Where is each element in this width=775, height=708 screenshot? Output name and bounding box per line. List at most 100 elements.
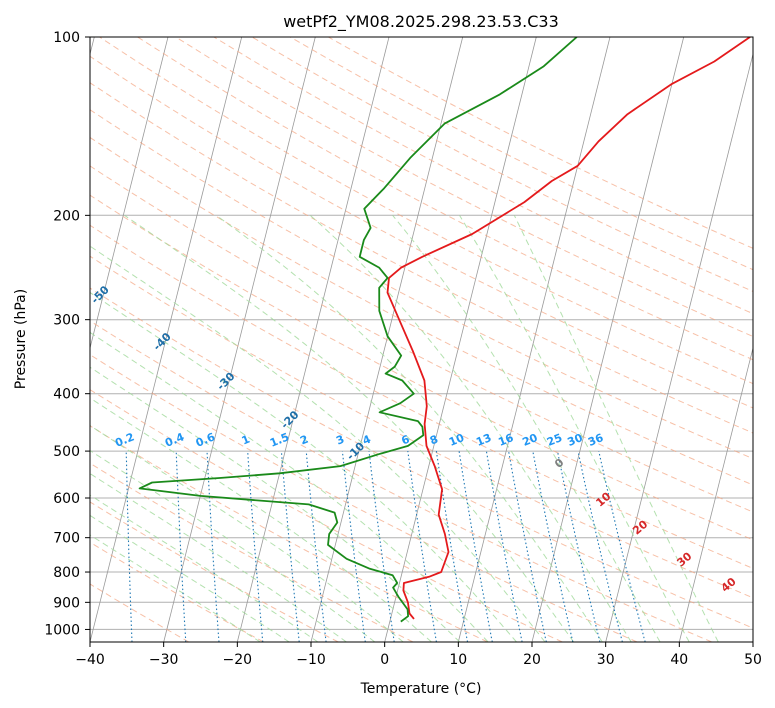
isotherm-line	[384, 37, 537, 642]
mixing-ratio-line	[598, 450, 646, 642]
y-tick-label: 1000	[44, 622, 80, 638]
y-axis: 100 200 300 400 500 600 700 800 900 1000	[44, 30, 90, 638]
dry-adiabat-line	[90, 462, 414, 642]
mixing-ratio-label: 8	[428, 433, 440, 448]
dry-adiabat-line	[137, 37, 753, 361]
background-lines	[90, 37, 753, 642]
moist-adiabat-line	[309, 214, 632, 642]
y-tick-label: 800	[53, 565, 80, 581]
dry-adiabat-line	[213, 37, 753, 315]
temperature-profile-line	[386, 37, 751, 620]
mixing-ratio-label: 30	[566, 431, 585, 449]
mixing-ratio-label: 0.2	[113, 430, 136, 449]
chart-title: wetPf2_YM08.2025.298.23.53.C33	[283, 12, 559, 32]
moist-adiabat-line	[90, 291, 517, 642]
mixing-ratio-label: 16	[496, 431, 515, 449]
y-tick-label: 400	[53, 387, 80, 403]
mixing-ratio-label: 10	[447, 431, 466, 449]
moist-adiabat-line	[90, 245, 546, 642]
dry-adiabat-line	[90, 541, 264, 642]
mixing-ratio-label: 1.5	[268, 430, 291, 449]
isotherm-line	[236, 37, 390, 642]
mixing-ratio-line	[407, 451, 437, 642]
mixing-ratio-line	[247, 451, 264, 642]
mixing-ratio-line	[485, 451, 523, 642]
moist-adiabat-line	[215, 214, 603, 642]
moist-adiabat-line	[90, 473, 347, 642]
mixing-ratio-line	[341, 451, 366, 642]
x-tick-label: 0	[380, 652, 389, 668]
moist-adiabat-line	[90, 494, 319, 642]
series-layer	[138, 37, 751, 623]
mixing-ratio-line	[458, 451, 493, 642]
moist-adiabat-line	[90, 449, 376, 642]
isotherm-line	[531, 37, 685, 642]
dry-adiabat-label: -40	[151, 330, 174, 353]
x-tick-label: 20	[523, 652, 541, 668]
y-tick-label: 900	[53, 595, 80, 611]
mixing-ratio-label: 25	[545, 431, 564, 449]
dry-adiabat-label: -30	[214, 370, 237, 393]
y-tick-label: 500	[53, 444, 80, 460]
dry-adiabat-line	[90, 194, 753, 541]
mixing-ratio-label: 0.6	[194, 430, 217, 449]
moist-adiabat-label: 0	[552, 456, 566, 471]
y-tick-label: 200	[53, 208, 80, 224]
dry-adiabat-label: -60	[27, 235, 50, 258]
moist-adiabat-line	[90, 514, 290, 642]
moist-adiabat-line	[90, 534, 261, 642]
mixing-ratio-line	[125, 451, 133, 642]
mixing-ratio-label: 36	[586, 431, 605, 449]
mixing-ratio-line	[532, 450, 574, 642]
dry-adiabat-line	[175, 37, 753, 338]
mixing-ratio-label: 1	[240, 433, 252, 448]
mixing-ratio-label: 20	[520, 431, 539, 449]
isotherm-line	[90, 37, 169, 350]
mixing-ratio-label: 2	[298, 433, 310, 448]
mixing-ratio-label: 13	[474, 431, 493, 449]
isotherm-line	[752, 640, 753, 642]
x-tick-label: 50	[744, 652, 762, 668]
mixing-ratio-line	[556, 450, 601, 642]
dry-adiabat-line	[90, 82, 753, 434]
x-tick-label: 30	[597, 652, 615, 668]
mixing-ratio-line	[508, 451, 547, 642]
isotherm-line	[678, 346, 753, 642]
isotherm-line	[605, 52, 753, 642]
moist-adiabat-line	[513, 215, 719, 642]
dry-adiabat-line	[90, 389, 563, 642]
x-tick-label: −40	[75, 652, 105, 668]
mixing-ratio-line	[280, 451, 300, 642]
dewpoint-profile-line	[138, 37, 578, 623]
mixing-ratio-line	[435, 451, 469, 642]
dry-adiabat-label: -50	[89, 283, 112, 306]
isotherm-line	[457, 37, 611, 642]
mixing-ratio-line	[368, 451, 395, 642]
x-tick-label: −30	[149, 652, 179, 668]
mixing-ratio-label: 0.4	[163, 430, 186, 449]
dry-adiabat-line	[251, 37, 753, 292]
mixing-ratio-line	[305, 451, 327, 642]
moist-adiabat-line	[90, 331, 489, 642]
mixing-ratio-line	[206, 451, 220, 642]
moist-adiabat-label: 40	[719, 575, 739, 595]
plot-frame	[89, 36, 754, 643]
y-axis-label: Pressure (hPa)	[13, 289, 29, 389]
y-tick-label: 700	[53, 531, 80, 547]
plot-area: 0.10.20.40.611.52346810131620253036-100-…	[27, 37, 753, 642]
dry-adiabat-line	[328, 37, 753, 249]
dry-adiabat-line	[90, 320, 712, 642]
x-tick-label: −10	[296, 652, 326, 668]
y-tick-label: 100	[53, 30, 80, 46]
dry-adiabat-line	[90, 55, 753, 409]
y-tick-label: 600	[53, 491, 80, 507]
x-axis-label: Temperature (°C)	[360, 681, 482, 697]
y-tick-label: 300	[53, 313, 80, 329]
x-tick-label: 40	[670, 652, 688, 668]
mixing-ratio-label: 3	[334, 433, 346, 448]
isotherm-line	[90, 37, 243, 642]
x-axis: −40 −30 −20 −10 0 10 20 30 40 50	[75, 642, 762, 668]
x-tick-label: −20	[223, 652, 253, 668]
dry-adiabat-line	[90, 583, 190, 642]
